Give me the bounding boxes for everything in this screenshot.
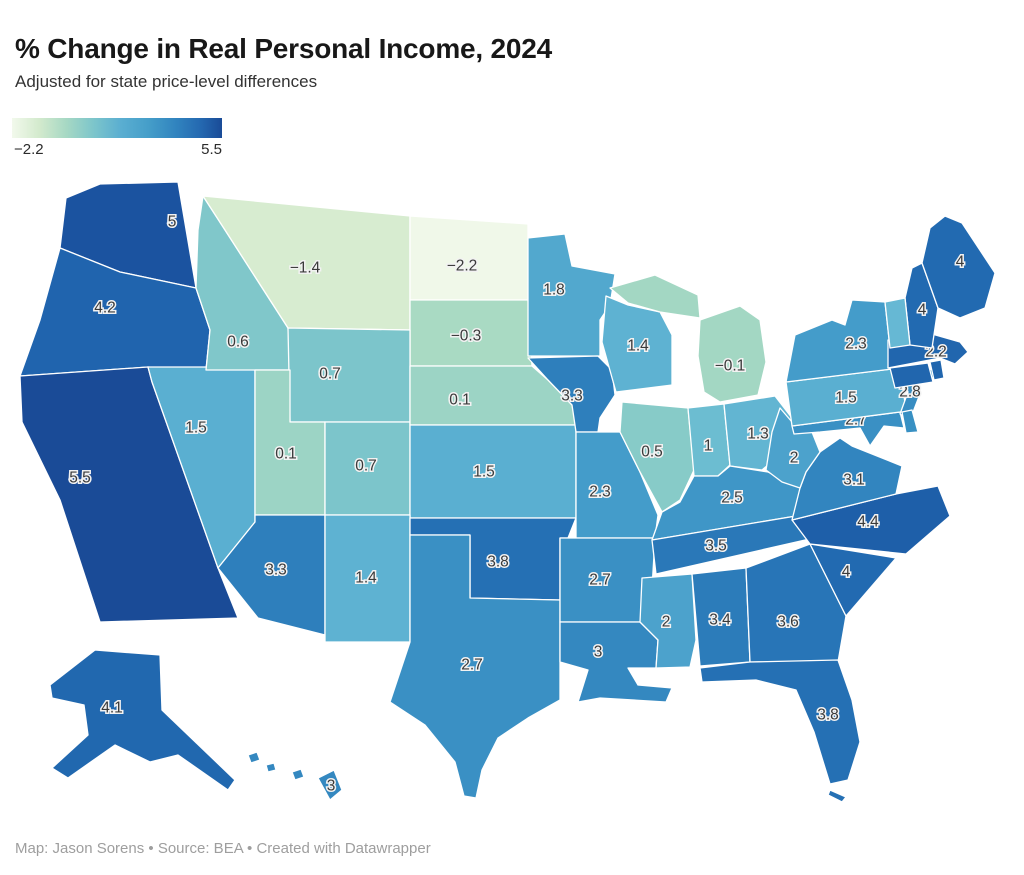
- state-shape-CO[interactable]: [324, 421, 411, 516]
- state-new-mexico[interactable]: 1.4: [324, 514, 411, 643]
- state-alaska[interactable]: 4.1: [49, 649, 236, 791]
- state-shape-NY[interactable]: [785, 299, 901, 383]
- state-shape-HI-kauai[interactable]: [247, 751, 261, 764]
- state-shape-AK[interactable]: [49, 649, 236, 791]
- state-indiana[interactable]: 1: [687, 403, 731, 477]
- state-shape-ND[interactable]: [409, 215, 529, 301]
- state-shape-FL[interactable]: [699, 659, 861, 785]
- state-rhode-island[interactable]: [929, 359, 945, 381]
- state-wyoming[interactable]: 0.7: [287, 327, 411, 423]
- state-shape-IN[interactable]: [687, 403, 731, 477]
- attribution-footer: Map: Jason Sorens • Source: BEA • Create…: [15, 840, 431, 857]
- state-florida[interactable]: 3.8: [699, 659, 861, 803]
- state-shape-IA[interactable]: [527, 355, 616, 433]
- state-shape-MI-upper[interactable]: [609, 274, 701, 319]
- legend-max-label: 5.5: [201, 141, 222, 158]
- color-legend: −2.2 5.5: [12, 118, 222, 162]
- choropleth-map: 5 4.2 5.5 1.5 0.6 −1.4 −2.2 −0.3 0.7 0.1…: [0, 170, 1024, 835]
- legend-min-label: −2.2: [14, 141, 44, 158]
- state-hawaii[interactable]: 3: [247, 751, 343, 801]
- legend-gradient: [12, 118, 222, 138]
- state-shape-KS[interactable]: [409, 424, 577, 519]
- state-south-dakota[interactable]: −0.3: [409, 299, 533, 367]
- state-shape-MD[interactable]: [791, 411, 905, 447]
- state-alabama[interactable]: 3.4: [691, 567, 751, 667]
- state-shape-DE[interactable]: [901, 409, 919, 434]
- state-north-dakota[interactable]: −2.2: [409, 215, 529, 301]
- state-shape-ME[interactable]: [921, 215, 996, 319]
- state-connecticut[interactable]: [889, 362, 934, 389]
- page-subtitle: Adjusted for state price-level differenc…: [15, 72, 318, 91]
- state-shape-HI-big-island[interactable]: [317, 769, 343, 801]
- state-delaware[interactable]: [901, 409, 919, 434]
- state-shape-HI-oahu[interactable]: [265, 762, 277, 773]
- state-shape-SC[interactable]: [809, 543, 897, 617]
- state-colorado[interactable]: 0.7: [324, 421, 411, 516]
- legend-gradient-bar: [12, 118, 222, 138]
- state-vermont[interactable]: [884, 297, 911, 349]
- state-kansas[interactable]: 1.5: [409, 424, 577, 519]
- state-shape-RI[interactable]: [929, 359, 945, 381]
- state-shape-WI[interactable]: [601, 295, 673, 393]
- state-shape-VT[interactable]: [884, 297, 911, 349]
- state-shape-SD[interactable]: [409, 299, 533, 367]
- state-shape-GA[interactable]: [745, 543, 847, 663]
- page-title: % Change in Real Personal Income, 2024: [15, 32, 553, 64]
- state-shape-CT[interactable]: [889, 362, 934, 389]
- state-shape-NM[interactable]: [324, 514, 411, 643]
- state-shape-WY[interactable]: [287, 327, 411, 423]
- state-shape-AL[interactable]: [691, 567, 751, 667]
- state-shape-HI-maui[interactable]: [291, 768, 305, 781]
- state-shape-FL-keys[interactable]: [827, 789, 847, 803]
- state-shape-TX[interactable]: [389, 534, 561, 799]
- state-shape-MI[interactable]: [697, 305, 767, 403]
